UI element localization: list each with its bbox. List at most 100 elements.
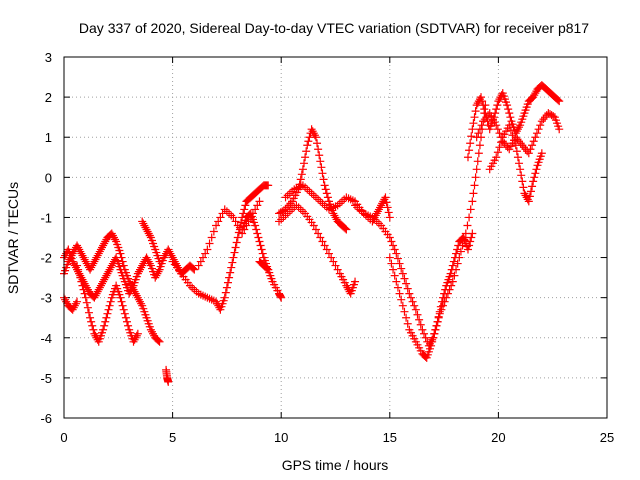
data-point [493,125,502,134]
data-point [475,141,484,150]
data-point [531,133,540,142]
data-point [470,181,479,190]
data-point [102,313,111,322]
data-point [465,146,474,155]
data-point [229,253,238,262]
data-point [164,245,173,254]
data-point [133,329,142,338]
data-point [513,125,522,134]
data-point [225,209,234,218]
data-point [107,261,116,270]
series-trace-o [385,101,490,362]
data-point [316,233,325,242]
data-point [298,207,307,216]
data-point [134,267,143,276]
data-point [98,243,107,252]
data-point [144,229,153,238]
data-point [378,199,387,208]
data-point [201,249,210,258]
x-tick-label: 25 [600,430,614,445]
data-point [93,287,102,296]
data-point [117,253,126,262]
data-point [492,121,501,130]
data-point [400,274,409,283]
data-point [471,107,480,116]
data-point [429,333,438,342]
data-point [434,313,443,322]
data-point [311,193,320,202]
data-point [103,269,112,278]
data-point [68,305,77,314]
data-point [322,245,331,254]
data-point [493,101,502,110]
data-point [233,233,242,242]
data-point [468,125,477,134]
data-point [447,281,456,290]
data-point [222,283,231,292]
data-point [432,321,441,330]
data-point [303,141,312,150]
data-point [316,197,325,206]
data-point [90,257,99,266]
data-point [159,253,168,262]
data-point [506,113,515,122]
data-point [510,136,519,145]
data-point [508,131,517,140]
data-point [166,249,175,258]
data-point [446,269,455,278]
data-point [474,129,483,138]
data-point [472,133,481,142]
data-point [310,131,319,140]
data-point [133,269,142,278]
data-point [105,265,114,274]
data-point [453,259,462,268]
data-point [505,109,514,118]
data-point [99,277,108,286]
series-trace-l [275,201,360,298]
data-point [324,249,333,258]
data-point [376,203,385,212]
data-point [93,251,102,260]
data-point [277,293,286,302]
data-point [308,127,317,136]
data-point [132,291,141,300]
data-point [91,291,100,300]
data-point [355,205,364,214]
data-point [382,198,391,207]
data-point [473,99,482,108]
data-point [302,147,311,156]
data-point [351,201,360,210]
data-point [155,257,164,266]
data-point [539,115,548,124]
series-trace-b [60,229,164,346]
data-point [96,245,105,254]
data-point [455,253,464,262]
data-point [478,97,487,106]
data-point [145,231,154,240]
data-point [327,253,336,262]
data-point [477,121,486,130]
data-point [541,113,550,122]
data-point [466,139,475,148]
data-point [90,329,99,338]
data-point [78,251,87,260]
data-point [116,293,125,302]
data-point [450,271,459,280]
data-point [75,269,84,278]
data-point [90,293,99,302]
data-point [469,119,478,128]
data-point [83,303,92,312]
data-point [169,255,178,264]
data-point [385,233,394,242]
data-point [82,298,91,307]
data-point [118,257,127,266]
data-point [506,126,515,135]
data-point [101,237,110,246]
data-point [99,325,108,334]
data-point [92,253,101,262]
data-point [297,170,306,179]
y-axis-label: SDTVAR / TECUs [5,182,21,294]
data-point [124,321,133,330]
data-point [305,187,314,196]
data-point [102,271,111,280]
